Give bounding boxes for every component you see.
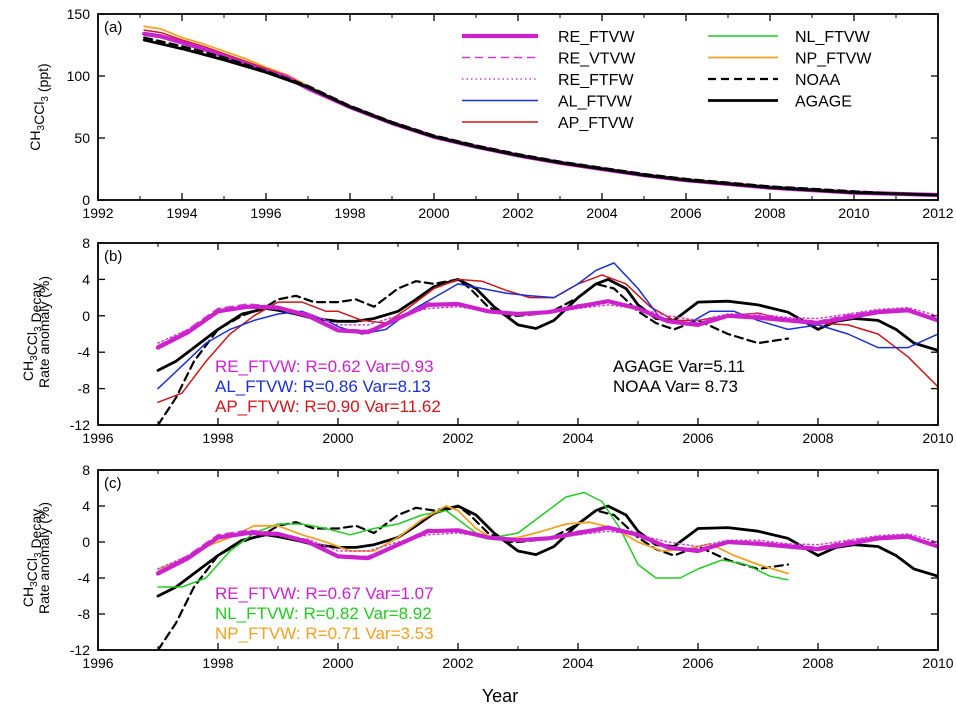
series-group bbox=[155, 491, 938, 650]
legend-label-al-ftvw: AL_FTVW bbox=[558, 94, 633, 111]
x-tick-label: 2010 bbox=[838, 205, 869, 221]
x-tick-label: 1996 bbox=[82, 430, 113, 446]
x-tick-label: 1998 bbox=[334, 205, 365, 221]
stats-ap-ftvw: AP_FTVW: R=0.90 Var=11.62 bbox=[215, 397, 441, 416]
x-tick-label: 2004 bbox=[562, 430, 593, 446]
x-tick-label: 2008 bbox=[802, 655, 833, 671]
x-tick-label: 1998 bbox=[202, 655, 233, 671]
x-tick-label: 2008 bbox=[754, 205, 785, 221]
x-axis-label: Year bbox=[482, 686, 518, 706]
y-tick-label: -12 bbox=[70, 417, 90, 433]
x-tick-label: 1992 bbox=[82, 205, 113, 221]
y-tick-label: -12 bbox=[70, 642, 90, 658]
y-tick-label: 0 bbox=[82, 192, 90, 208]
y-tick-label: 8 bbox=[82, 235, 90, 251]
stats-np-ftvw: NP_FTVW: R=0.71 Var=3.53 bbox=[215, 624, 434, 643]
y-axis-label-line1: CH3CCl3 Decay bbox=[20, 509, 44, 607]
series-line-nl-ftvw bbox=[157, 491, 789, 588]
y-tick-label: 8 bbox=[82, 462, 90, 478]
y-tick-label: 4 bbox=[82, 498, 90, 514]
y-axis-label-line2: Rate anomaly (%) bbox=[36, 502, 52, 614]
x-tick-label: 2006 bbox=[682, 430, 713, 446]
x-tick-label: 2004 bbox=[562, 655, 593, 671]
x-tick-label: 2010 bbox=[922, 655, 953, 671]
y-axis-label-line2: Rate anomaly (%) bbox=[36, 276, 52, 388]
legend-label-re-ftvw: RE_FTVW bbox=[558, 29, 635, 46]
plot-frame bbox=[97, 242, 939, 426]
x-tick-label: 2002 bbox=[502, 205, 533, 221]
x-tick-label: 2010 bbox=[922, 430, 953, 446]
stats-al-ftvw: AL_FTVW: R=0.86 Var=8.13 bbox=[215, 377, 431, 396]
stats-noaa: NOAA Var= 8.73 bbox=[613, 377, 738, 396]
y-axis-label-line1: CH3CCl3 (ppt) bbox=[27, 63, 51, 150]
x-tick-label: 2012 bbox=[922, 205, 953, 221]
y-tick-label: -8 bbox=[78, 606, 91, 622]
x-tick-label: 2008 bbox=[802, 430, 833, 446]
x-tick-label: 2000 bbox=[322, 655, 353, 671]
legend-label-nl-ftvw: NL_FTVW bbox=[795, 29, 871, 46]
stats-agage: AGAGE Var=5.11 bbox=[613, 357, 745, 376]
y-axis-label-line1: CH3CCl3 Decay bbox=[20, 283, 44, 381]
stats-re-ftvw: RE_FTVW: R=0.62 Var=0.93 bbox=[215, 357, 434, 376]
y-tick-label: -4 bbox=[78, 570, 91, 586]
series-group bbox=[155, 262, 938, 425]
x-tick-label: 1996 bbox=[82, 655, 113, 671]
stats-nl-ftvw: NL_FTVW: R=0.82 Var=8.92 bbox=[215, 604, 432, 623]
x-tick-label: 1996 bbox=[250, 205, 281, 221]
x-tick-label: 2002 bbox=[442, 655, 473, 671]
x-tick-label: 1994 bbox=[166, 205, 197, 221]
plot-frame bbox=[97, 13, 939, 201]
plot-frame bbox=[97, 469, 939, 651]
y-tick-label: 4 bbox=[82, 271, 90, 287]
panel-a: 1992 1994 1996 1998 2000 2002 2004 2006 2008 2010… bbox=[27, 6, 954, 221]
panel-c: 1996 1998 2000 2002 2004 2006 2008 2010 -12 -8 -4 0… bbox=[20, 462, 954, 671]
x-tick-label: 1998 bbox=[202, 430, 233, 446]
series-line-re-ftvw bbox=[155, 525, 938, 576]
legend-label-agage: AGAGE bbox=[795, 94, 852, 111]
y-tick-label: -4 bbox=[78, 344, 91, 360]
y-tick-label: 150 bbox=[67, 6, 91, 22]
stats-re-ftvw: RE_FTVW: R=0.67 Var=1.07 bbox=[215, 584, 434, 603]
series-line-re-ftvw bbox=[155, 299, 938, 350]
legend-label-np-ftvw: NP_FTVW bbox=[795, 51, 872, 68]
series-group bbox=[142, 25, 938, 198]
series-line-re-ftfw bbox=[157, 530, 938, 570]
legend-label-ap-ftvw: AP_FTVW bbox=[558, 115, 634, 132]
y-tick-label: 100 bbox=[67, 68, 91, 84]
x-tick-label: 2004 bbox=[586, 205, 617, 221]
series-line-agage bbox=[156, 504, 938, 598]
x-tick-label: 2002 bbox=[442, 430, 473, 446]
y-tick-label: 0 bbox=[82, 308, 90, 324]
y-tick-label: 0 bbox=[82, 534, 90, 550]
x-tick-label: 2000 bbox=[322, 430, 353, 446]
panel-label: (c) bbox=[104, 475, 122, 492]
legend-label-noaa: NOAA bbox=[795, 72, 841, 89]
panel-b: 1996 1998 2000 2002 2004 2006 2008 2010 -12 -8 -4 0… bbox=[20, 235, 954, 446]
x-tick-label: 2000 bbox=[418, 205, 449, 221]
y-tick-label: 50 bbox=[74, 130, 90, 146]
legend: RE_FTVW RE_VTVW RE_FTFW AL_FTVW AP_FTVW NL_FT… bbox=[462, 29, 872, 132]
series-line-re-ftfw bbox=[157, 304, 938, 344]
panel-label: (b) bbox=[104, 248, 122, 265]
legend-label-re-vtvw: RE_VTVW bbox=[558, 51, 636, 68]
series-line-al-ftvw bbox=[157, 262, 938, 390]
legend-label-re-ftfw: RE_FTFW bbox=[558, 72, 634, 89]
series-line-agage bbox=[142, 38, 938, 197]
panel-label: (a) bbox=[104, 19, 122, 36]
y-tick-label: -8 bbox=[78, 381, 91, 397]
series-line-np-ftvw bbox=[157, 505, 789, 575]
x-tick-label: 2006 bbox=[682, 655, 713, 671]
x-tick-label: 2006 bbox=[670, 205, 701, 221]
